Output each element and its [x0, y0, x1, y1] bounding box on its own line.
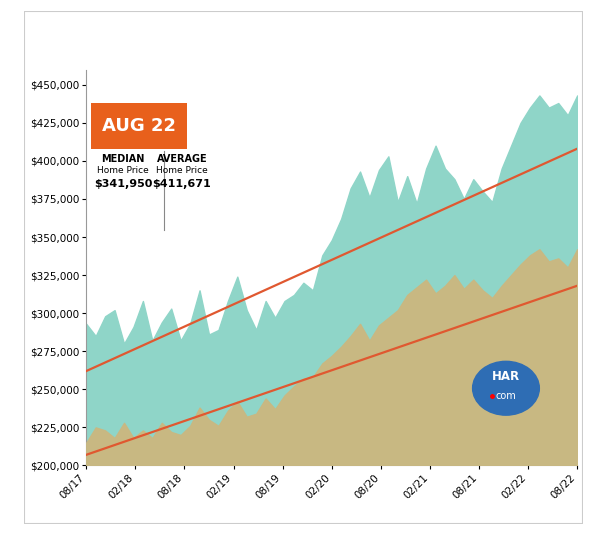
Text: AVERAGE: AVERAGE: [156, 154, 207, 164]
Text: SINGLE FAMILY:: SINGLE FAMILY:: [49, 30, 200, 49]
Text: $411,671: $411,671: [153, 179, 211, 189]
Text: HAR: HAR: [492, 370, 520, 383]
Text: $341,950: $341,950: [94, 179, 152, 189]
Text: Average & Median Home Prices: Average & Median Home Prices: [202, 32, 459, 47]
Text: com: com: [496, 391, 516, 401]
Text: Home Price: Home Price: [156, 166, 208, 175]
Text: Home Price: Home Price: [97, 166, 149, 175]
Circle shape: [472, 361, 539, 415]
FancyBboxPatch shape: [91, 103, 187, 149]
FancyBboxPatch shape: [24, 11, 583, 524]
Text: MEDIAN: MEDIAN: [101, 154, 145, 164]
Text: AUG 22: AUG 22: [102, 117, 176, 135]
